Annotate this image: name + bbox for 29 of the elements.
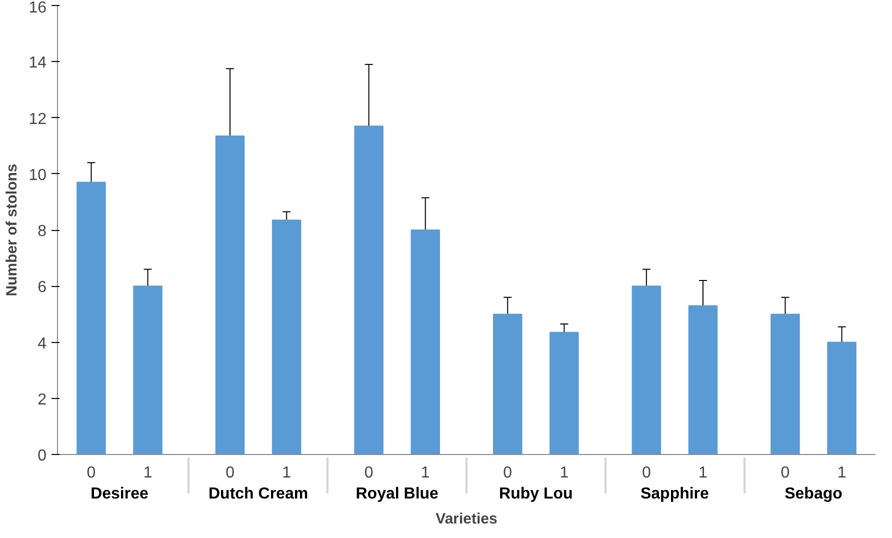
x-tick-label: 0: [86, 464, 96, 482]
y-tick-label: 12: [28, 110, 47, 128]
x-tick-label: 0: [780, 464, 790, 482]
y-tick-label: 16: [28, 0, 47, 16]
y-tick-label: 10: [28, 166, 47, 184]
x-tick-label: 0: [226, 464, 235, 482]
x-tick-label: 1: [698, 464, 708, 482]
x-tick-label: 0: [642, 464, 651, 482]
text: Ruby Lou: [499, 486, 573, 502]
x-tick-label: 1: [837, 464, 846, 482]
text: Royal Blue: [356, 486, 439, 502]
x-tick-label: 0: [364, 464, 374, 482]
x-tick-label: 1: [143, 464, 152, 482]
x-tick-label: 1: [420, 464, 430, 482]
y-tick-label: 8: [38, 223, 47, 240]
x-tick-label: 1: [560, 464, 569, 482]
y-tick-label: 2: [38, 391, 47, 408]
text: Sebago: [784, 486, 843, 502]
text: Dutch Cream: [208, 486, 308, 502]
y-axis-title: Number of stolons: [4, 164, 21, 296]
x-axis-title: Varieties: [436, 510, 498, 528]
y-tick-label: 0: [38, 448, 47, 464]
y-tick-label: 6: [38, 279, 47, 296]
text: Desiree: [90, 486, 149, 502]
y-tick-label: 14: [28, 54, 47, 72]
x-tick-label: 0: [503, 464, 512, 482]
text: Sapphire: [640, 486, 710, 502]
y-tick-label: 4: [38, 335, 47, 352]
x-tick-label: 1: [282, 464, 292, 482]
